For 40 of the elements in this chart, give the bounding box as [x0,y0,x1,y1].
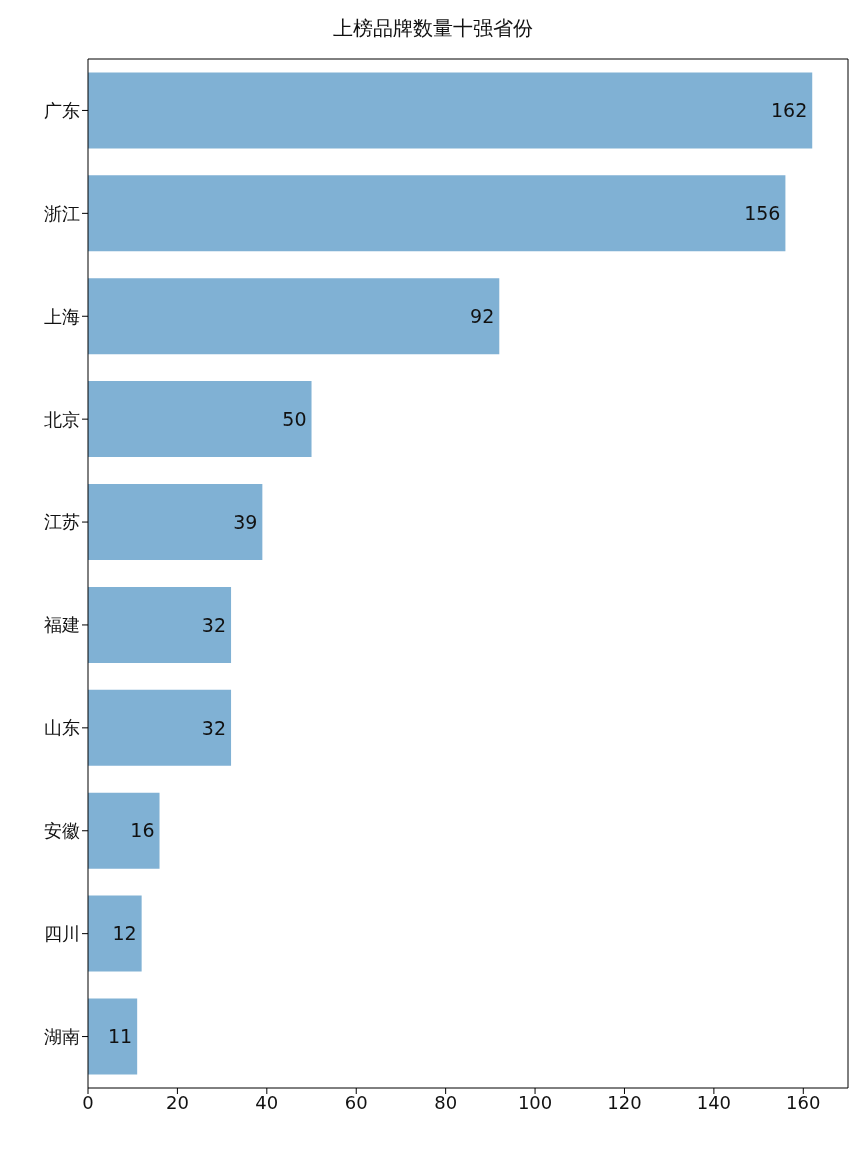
bar [88,381,312,458]
x-tick-label: 140 [696,1091,732,1113]
x-tick-label: 80 [434,1091,458,1113]
x-tick-label: 20 [165,1091,189,1113]
data-label: 156 [744,202,781,225]
data-label: 32 [201,613,227,636]
y-tick-label: 浙江 [44,202,80,224]
bar [88,175,786,252]
y-tick-label: 福建 [44,614,80,636]
bar [88,895,142,972]
x-tick-label: 60 [344,1091,368,1113]
y-tick-label: 安徽 [44,820,80,842]
x-tick-label: 40 [255,1091,279,1113]
data-label: 11 [107,1025,133,1048]
x-tick-label: 0 [82,1091,94,1113]
y-tick-label: 四川 [44,923,80,945]
bar [88,72,813,149]
data-label: 12 [112,922,137,945]
bar [88,998,138,1075]
bar [88,689,232,766]
bar [88,586,232,663]
data-label: 162 [770,99,808,122]
bar [88,792,160,869]
y-tick-label: 湖南 [44,1025,80,1047]
x-tick-label: 100 [517,1091,553,1113]
x-tick-label: 160 [786,1091,821,1113]
bar [88,483,263,560]
y-tick-label: 广东 [44,99,80,121]
y-tick-label: 北京 [44,408,80,430]
data-label: 16 [130,819,155,842]
data-label: 39 [233,510,258,533]
y-tick-label: 江苏 [44,511,80,533]
data-label: 50 [282,407,307,430]
bar [88,278,500,355]
y-tick-label: 山东 [44,717,80,739]
chart-title: 上榜品牌数量十强省份 [331,15,534,42]
data-label: 32 [201,716,227,739]
y-tick-label: 上海 [44,305,80,327]
x-tick-label: 120 [607,1091,642,1113]
data-label: 92 [470,304,495,327]
